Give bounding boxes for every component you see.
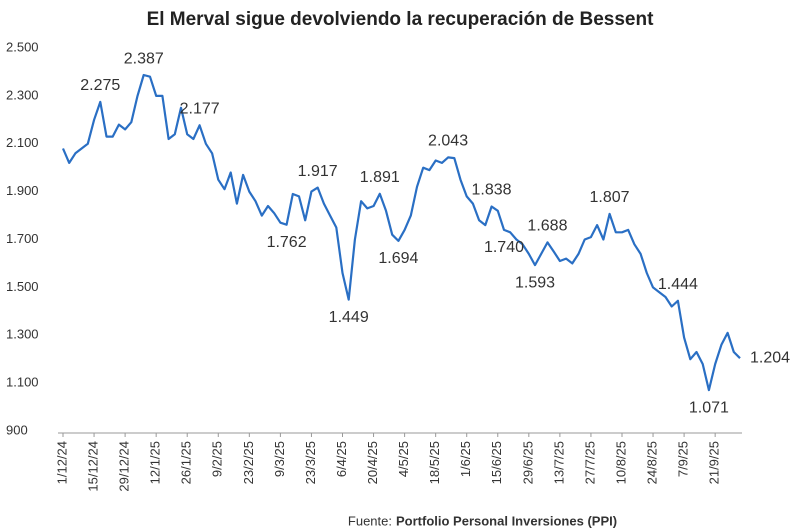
source-prefix: Fuente: (348, 513, 392, 528)
data-label: 2.387 (124, 50, 164, 67)
data-label: 1.762 (267, 234, 307, 251)
data-label: 1.071 (689, 399, 729, 416)
data-label: 1.917 (298, 163, 338, 180)
data-label: 1.740 (484, 239, 524, 256)
x-tick-label: 15/6/25 (489, 441, 504, 484)
data-label: 1.891 (360, 169, 400, 186)
y-tick-label: 1.100 (6, 375, 39, 390)
x-tick-label: 29/12/24 (117, 441, 132, 492)
x-tick-label: 23/3/25 (303, 441, 318, 484)
x-tick-label: 20/4/25 (365, 441, 380, 484)
x-tick-label: 26/1/25 (179, 441, 194, 484)
y-tick-label: 1.900 (6, 183, 39, 198)
data-label: 1.694 (378, 250, 418, 267)
y-tick-label: 2.500 (6, 39, 39, 54)
y-tick-label: 900 (6, 422, 28, 437)
data-label: 2.275 (80, 77, 120, 94)
data-label: 1.449 (329, 309, 369, 326)
line-series (61, 73, 741, 392)
x-tick-label: 10/8/25 (613, 441, 628, 484)
x-tick-label: 6/4/25 (334, 441, 349, 477)
y-tick-label: 1.300 (6, 327, 39, 342)
data-label: 1.838 (472, 182, 512, 199)
x-tick-label: 24/8/25 (644, 441, 659, 484)
data-label: 1.204 (750, 349, 790, 366)
data-label: 1.688 (527, 218, 567, 235)
y-tick-label: 2.300 (6, 87, 39, 102)
data-label: 2.043 (428, 133, 468, 150)
x-tick-label: 23/2/25 (241, 441, 256, 484)
x-tick-label: 29/6/25 (520, 441, 535, 484)
x-tick-label: 1/6/25 (458, 441, 473, 477)
y-tick-label: 1.700 (6, 231, 39, 246)
x-tick-label: 7/9/25 (676, 441, 691, 477)
x-tick-label: 9/3/25 (272, 441, 287, 477)
data-label: 2.177 (180, 101, 220, 118)
chart-title: El Merval sigue devolviendo la recuperac… (147, 9, 655, 30)
x-tick-label: 4/5/25 (396, 441, 411, 477)
x-tick-label: 15/12/24 (85, 441, 100, 492)
source: Portfolio Personal Inversiones (PPI) (396, 513, 617, 528)
y-tick-label: 1.500 (6, 279, 39, 294)
x-tick-label: 12/1/25 (148, 441, 163, 484)
x-tick-label: 9/2/25 (210, 441, 225, 477)
data-label: 1.807 (590, 189, 630, 206)
x-tick-label: 21/9/25 (707, 441, 722, 484)
x-tick-label: 27/7/25 (582, 441, 597, 484)
x-tick-label: 18/5/25 (427, 441, 442, 484)
data-label: 1.444 (658, 276, 698, 293)
y-tick-label: 2.100 (6, 135, 39, 150)
data-label: 1.593 (515, 274, 555, 291)
x-tick-label: 1/12/24 (54, 441, 69, 484)
x-tick-label: 13/7/25 (551, 441, 566, 484)
